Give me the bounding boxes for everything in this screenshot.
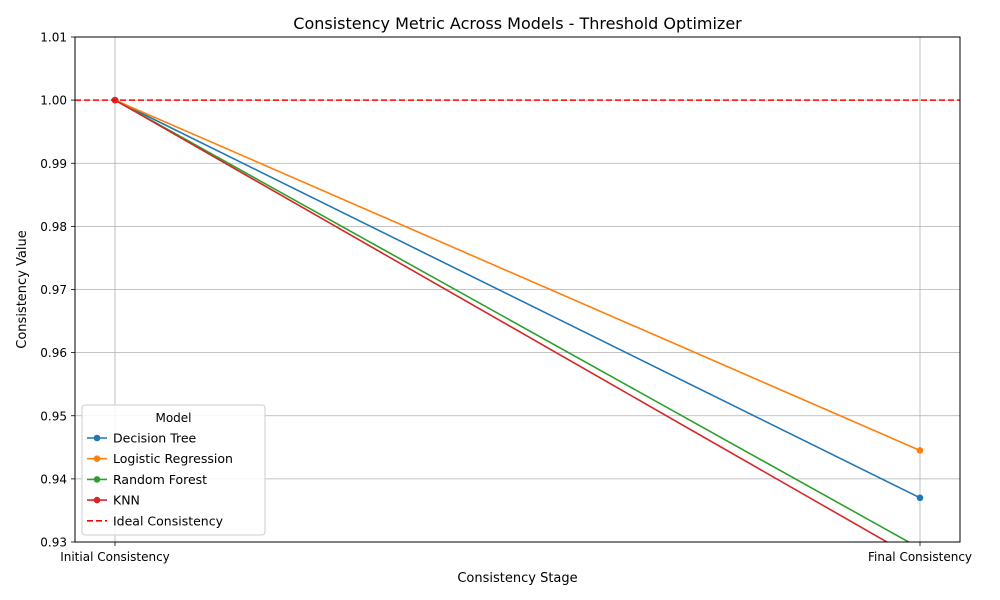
y-tick-label: 1.00 (40, 94, 67, 108)
y-tick-label: 0.97 (40, 283, 67, 297)
legend-swatch-marker (93, 496, 101, 504)
y-tick-label: 0.93 (40, 536, 67, 550)
y-tick-label: 0.98 (40, 220, 67, 234)
y-tick-label: 1.01 (40, 31, 67, 45)
legend-entry-label: KNN (113, 493, 140, 508)
series-lines (75, 96, 960, 542)
y-tick-label: 0.96 (40, 346, 67, 360)
series-line (114, 99, 911, 542)
series-line (114, 99, 889, 542)
legend-swatch-marker (93, 434, 101, 442)
series-line (114, 99, 921, 452)
series-line (114, 99, 921, 499)
legend: Model Decision Tree Logistic Regression Ran… (81, 404, 266, 536)
legend-swatch-marker (93, 476, 101, 483)
legend-entry-label: Logistic Regression (113, 451, 233, 466)
data-point (916, 447, 924, 454)
legend-box (81, 404, 266, 536)
legend-title: Model (155, 411, 191, 425)
y-tick-label: 0.99 (40, 157, 67, 171)
x-tick-label: Final Consistency (868, 550, 972, 564)
legend-entry-label: Random Forest (113, 472, 207, 487)
y-tick-label: 0.94 (40, 472, 67, 486)
x-tick-label: Initial Consistency (60, 550, 170, 564)
legend-entry-label: Decision Tree (113, 431, 197, 446)
y-tick-label: 0.95 (40, 409, 67, 423)
x-axis-label: Consistency Stage (457, 571, 577, 586)
y-axis-label: Consistency Value (15, 230, 30, 348)
chart-title: Consistency Metric Across Models - Thres… (293, 14, 742, 33)
legend-entry-label: Ideal Consistency (113, 513, 224, 528)
legend-swatch-marker (93, 455, 101, 463)
axes: 0.93 0.94 0.95 0.96 0.97 0.98 0.99 1.00 1.01 Init… (40, 31, 972, 565)
data-point (916, 494, 924, 502)
